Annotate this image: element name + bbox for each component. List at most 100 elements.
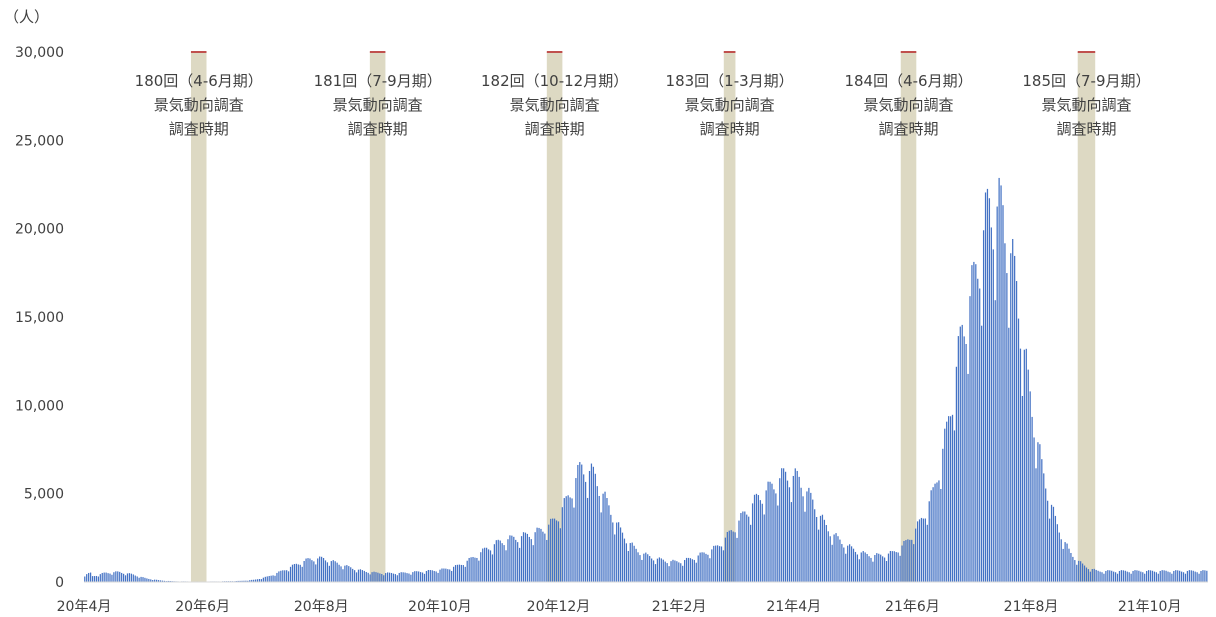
bar bbox=[746, 514, 748, 582]
bar bbox=[524, 532, 527, 582]
bar bbox=[148, 578, 150, 582]
bar bbox=[507, 539, 509, 582]
bar bbox=[1109, 570, 1111, 582]
bar bbox=[1134, 570, 1136, 582]
bar bbox=[837, 536, 839, 582]
bar bbox=[934, 483, 936, 582]
bar bbox=[1029, 391, 1031, 582]
bar bbox=[905, 540, 907, 582]
bar bbox=[361, 570, 363, 582]
bar bbox=[150, 579, 152, 582]
bar bbox=[717, 545, 719, 582]
bar bbox=[346, 565, 348, 582]
bar bbox=[1177, 570, 1179, 582]
band-annotation-line-2: 景気動向調査 bbox=[154, 96, 244, 114]
bar bbox=[167, 580, 169, 582]
y-tick-label: 25,000 bbox=[15, 133, 64, 149]
bar bbox=[1169, 572, 1171, 582]
bar bbox=[610, 514, 612, 582]
bar bbox=[790, 502, 793, 582]
x-tick-label: 20年4月 bbox=[57, 599, 112, 615]
bar bbox=[262, 577, 264, 582]
y-axis: 0 5,000 10,000 15,000 20,000 25,000 30,000 bbox=[15, 45, 64, 591]
bar bbox=[464, 566, 466, 582]
bar bbox=[1070, 552, 1072, 582]
bar bbox=[522, 532, 525, 582]
bar bbox=[315, 564, 317, 582]
bar bbox=[701, 552, 703, 582]
bar bbox=[643, 553, 645, 582]
bar bbox=[379, 573, 381, 582]
x-tick-label: 21年6月 bbox=[885, 599, 940, 615]
bar bbox=[544, 533, 546, 582]
bar bbox=[1147, 570, 1150, 582]
bar bbox=[944, 428, 946, 582]
bar bbox=[817, 529, 820, 582]
bar bbox=[722, 550, 725, 582]
x-tick-label: 21年8月 bbox=[1004, 599, 1059, 615]
survey-band bbox=[723, 52, 736, 582]
bar bbox=[975, 264, 977, 582]
bar bbox=[718, 546, 721, 582]
band-annotation-line-2: 景気動向調査 bbox=[333, 96, 423, 114]
bar bbox=[895, 552, 897, 582]
bar bbox=[1010, 253, 1012, 582]
bar bbox=[449, 569, 451, 582]
survey-band bbox=[369, 52, 386, 582]
bar bbox=[658, 557, 661, 582]
bar bbox=[849, 544, 851, 582]
bar bbox=[146, 578, 148, 582]
band-annotation-line-1: 185回（7-9月期） bbox=[1022, 72, 1150, 90]
bar bbox=[1097, 570, 1099, 582]
bar bbox=[499, 540, 501, 582]
bar bbox=[839, 539, 841, 582]
bar bbox=[388, 572, 391, 582]
bar bbox=[697, 555, 699, 582]
bar bbox=[317, 558, 319, 582]
bar bbox=[161, 580, 164, 582]
bar bbox=[1161, 570, 1163, 582]
bar bbox=[961, 324, 963, 582]
bar bbox=[1157, 573, 1159, 582]
bar bbox=[1091, 569, 1093, 582]
bar bbox=[319, 556, 321, 582]
bar bbox=[1037, 442, 1039, 582]
bar bbox=[140, 576, 142, 582]
bar bbox=[911, 539, 913, 582]
bar bbox=[606, 498, 608, 582]
bar bbox=[788, 487, 791, 582]
bar bbox=[823, 519, 826, 582]
bar bbox=[532, 545, 534, 582]
bar bbox=[979, 288, 981, 582]
bar bbox=[313, 561, 315, 582]
bar bbox=[581, 464, 583, 582]
bar bbox=[942, 448, 944, 582]
bar bbox=[334, 561, 336, 582]
band-annotation-line-3: 調査時期 bbox=[525, 120, 585, 138]
bar bbox=[860, 552, 862, 582]
bar bbox=[695, 562, 697, 582]
bar bbox=[579, 462, 581, 582]
bar bbox=[132, 574, 134, 582]
bar bbox=[973, 261, 975, 582]
bar bbox=[91, 576, 94, 582]
bar bbox=[1004, 243, 1006, 583]
bar bbox=[687, 557, 690, 582]
bar bbox=[833, 534, 835, 582]
bar bbox=[1076, 564, 1078, 582]
bar bbox=[518, 547, 521, 582]
bar bbox=[769, 481, 771, 582]
band-annotation-line-3: 調査時期 bbox=[700, 120, 760, 138]
bar bbox=[517, 542, 519, 582]
bar bbox=[1167, 571, 1169, 582]
bar bbox=[666, 563, 668, 582]
bar bbox=[1052, 506, 1055, 582]
bar bbox=[270, 575, 272, 582]
bar bbox=[878, 553, 880, 582]
bar bbox=[948, 416, 950, 582]
bar bbox=[456, 564, 459, 582]
bar bbox=[1093, 568, 1095, 582]
bar bbox=[876, 553, 878, 582]
